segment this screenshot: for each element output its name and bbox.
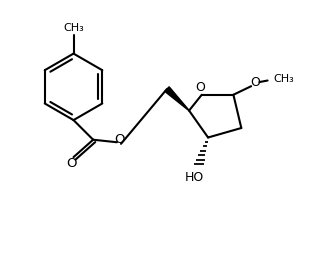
Polygon shape [165, 87, 189, 111]
Text: HO: HO [185, 171, 204, 184]
Text: CH₃: CH₃ [63, 23, 84, 33]
Text: O: O [114, 133, 125, 146]
Text: O: O [67, 157, 77, 170]
Text: O: O [251, 76, 260, 89]
Text: CH₃: CH₃ [273, 74, 294, 84]
Text: O: O [195, 81, 205, 94]
